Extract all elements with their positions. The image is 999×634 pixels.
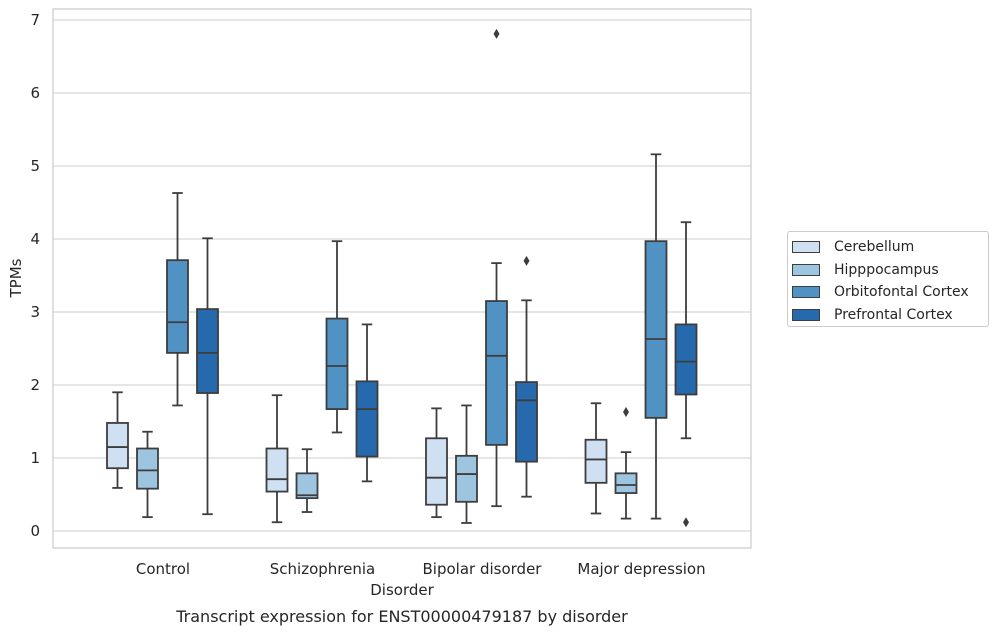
box-groups — [106, 28, 698, 528]
legend-label: Prefrontal Cortex — [834, 306, 953, 323]
box-hipppocampus — [295, 448, 319, 513]
y-tick-label: 3 — [30, 303, 40, 321]
box-iqr — [166, 259, 189, 354]
box-iqr — [355, 380, 379, 458]
box-iqr — [515, 381, 538, 463]
legend-item: Prefrontal Cortex — [792, 304, 988, 327]
box-prefrontal-cortex — [196, 237, 219, 516]
box-prefrontal-cortex — [515, 255, 538, 498]
legend-swatch — [792, 263, 820, 276]
y-axis-label: TPMs — [7, 258, 25, 298]
box-orbitofontal-cortex — [644, 153, 668, 520]
box-orbitofontal-cortex — [485, 28, 508, 508]
box-iqr — [325, 317, 349, 410]
box-cerebellum — [265, 394, 289, 524]
box-iqr — [295, 472, 319, 500]
box-iqr — [136, 447, 159, 490]
box-iqr — [584, 438, 608, 484]
legend-swatch — [792, 241, 820, 254]
y-tick-label: 0 — [30, 522, 40, 540]
box-iqr — [674, 323, 698, 396]
y-tick-label: 1 — [30, 449, 40, 467]
outlier-point — [683, 517, 689, 528]
box-hipppocampus — [136, 430, 159, 519]
plot-frame — [52, 8, 752, 549]
box-iqr — [196, 308, 219, 394]
x-tick-label: Schizophrenia — [270, 560, 375, 578]
chart-title: Transcript expression for ENST0000047918… — [175, 607, 628, 626]
x-tick-label: Control — [136, 560, 190, 578]
box-iqr — [455, 454, 478, 503]
y-tick-label: 5 — [30, 157, 40, 175]
box-hipppocampus — [614, 407, 638, 520]
legend: Cerebellum Hipppocampus Orbitofontal Corte… — [787, 231, 989, 327]
x-tick-label: Major depression — [577, 560, 705, 578]
box-hipppocampus — [455, 404, 478, 524]
legend-item: Cerebellum — [792, 236, 988, 259]
legend-item: Hipppocampus — [792, 259, 988, 282]
outlier-point — [493, 28, 500, 39]
box-prefrontal-cortex — [674, 221, 698, 528]
outlier-point — [523, 255, 530, 266]
legend-label: Orbitofontal Cortex — [834, 284, 969, 301]
x-axis-ticks: Control Schizophrenia Bipolar disorder Majo… — [136, 560, 706, 578]
y-tick-label: 7 — [30, 11, 40, 29]
box-orbitofontal-cortex — [325, 240, 349, 434]
y-axis-ticks: 0 1 2 3 4 5 6 7 — [30, 11, 40, 540]
legend-label: Hipppocampus — [834, 261, 939, 278]
x-axis-label: Disorder — [370, 581, 434, 599]
box-iqr — [485, 300, 508, 446]
box-cerebellum — [425, 407, 448, 519]
box-iqr — [614, 472, 638, 494]
y-tick-label: 6 — [30, 84, 40, 102]
legend-label: Cerebellum — [834, 239, 915, 256]
box-prefrontal-cortex — [355, 323, 379, 483]
box-iqr — [644, 240, 668, 419]
legend-item: Orbitofontal Cortex — [792, 281, 988, 304]
box-iqr — [265, 447, 289, 493]
legend-swatch — [792, 286, 820, 299]
box-cerebellum — [106, 391, 129, 489]
outlier-point — [623, 407, 629, 418]
box-iqr — [106, 422, 129, 470]
y-tick-label: 4 — [30, 230, 40, 248]
box-iqr — [425, 437, 448, 506]
box-cerebellum — [584, 402, 608, 515]
legend-swatch — [792, 308, 820, 321]
y-tick-label: 2 — [30, 376, 40, 394]
x-tick-label: Bipolar disorder — [423, 560, 543, 578]
box-orbitofontal-cortex — [166, 192, 189, 407]
